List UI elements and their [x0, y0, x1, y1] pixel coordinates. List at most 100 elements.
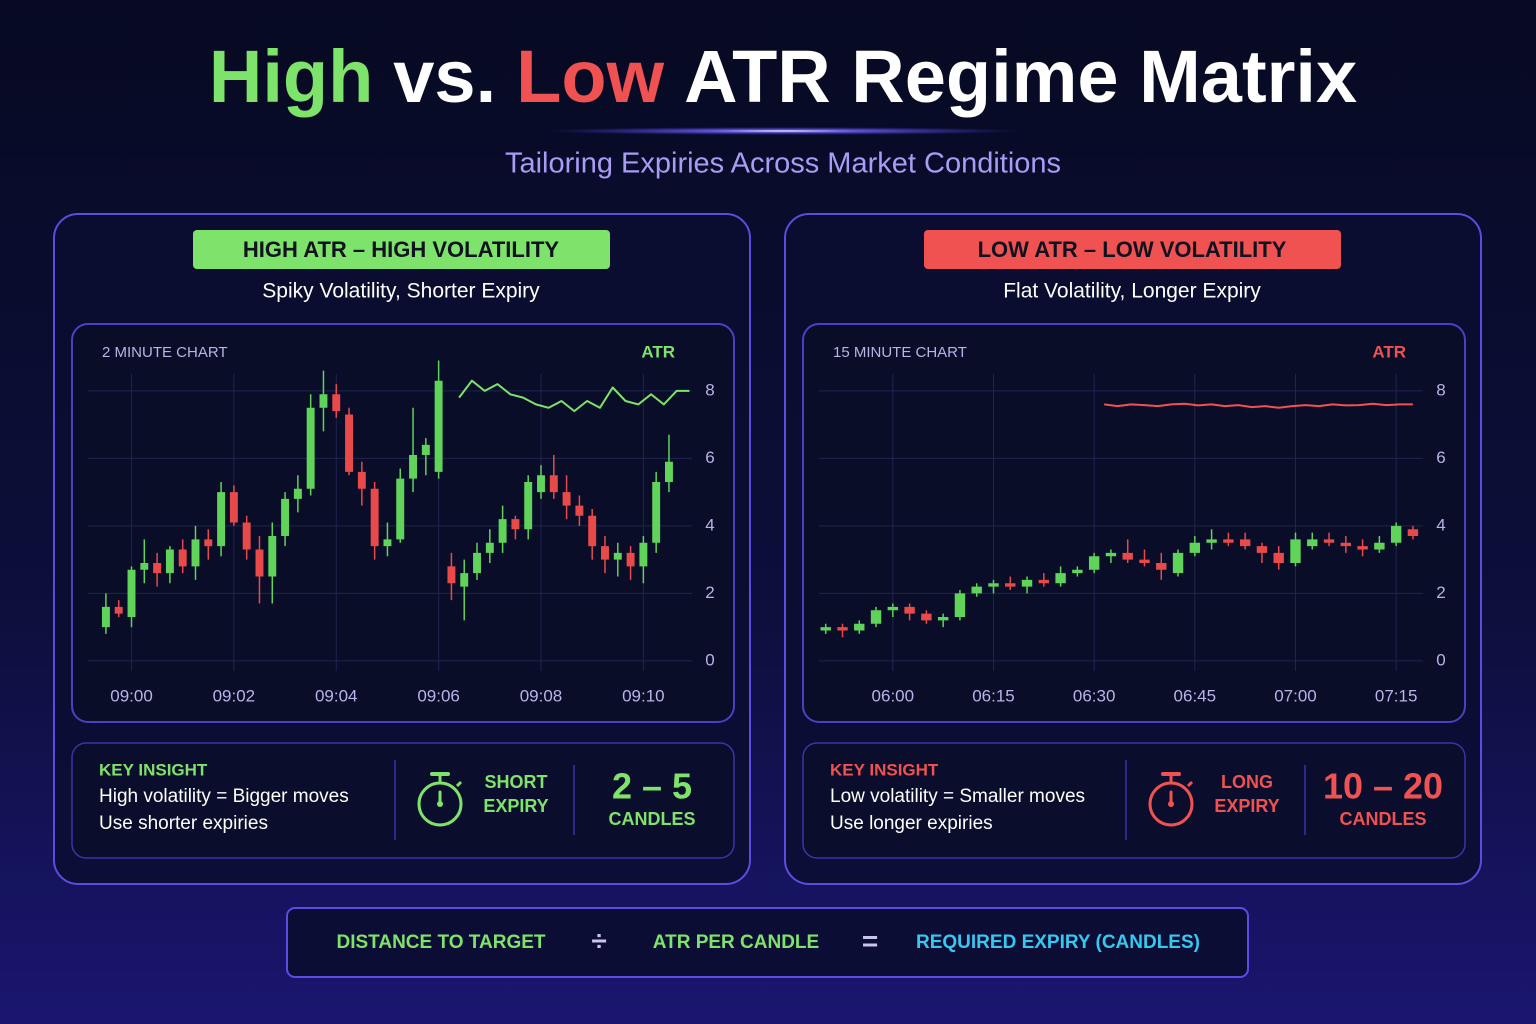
- stopwatch-icon: [455, 780, 463, 788]
- candle-body: [854, 623, 865, 631]
- x-tick-label: 07:00: [1274, 686, 1317, 705]
- expiry-range: 2 – 5: [612, 766, 692, 807]
- legend-entry: ATR: [641, 342, 675, 361]
- candle-body: [1105, 552, 1117, 557]
- candle-body: [921, 613, 932, 621]
- candle-body: [1206, 539, 1217, 543]
- candle-body: [332, 394, 341, 412]
- x-tick-label: 06:00: [872, 686, 915, 705]
- badge: [193, 230, 610, 269]
- candle-body: [1239, 539, 1251, 547]
- y-tick-label: 0: [705, 650, 714, 669]
- candle-body: [153, 563, 162, 574]
- candle-body: [281, 498, 290, 536]
- candle-body: [165, 549, 174, 574]
- stopwatch-icon: [437, 801, 443, 807]
- chart-frame: [802, 323, 1466, 723]
- candle-body: [409, 455, 418, 479]
- insight-box: [802, 742, 1466, 859]
- y-tick-label: 4: [1436, 515, 1445, 534]
- y-tick-label: 2: [1436, 583, 1445, 602]
- candle-body: [1273, 552, 1284, 563]
- stopwatch-icon: [1148, 781, 1194, 827]
- candle-body: [217, 492, 226, 547]
- title-vs: vs.: [393, 35, 496, 118]
- candle-body: [954, 593, 966, 617]
- y-tick-label: 6: [1436, 448, 1445, 467]
- candle-body: [971, 586, 982, 594]
- y-tick-label: 6: [705, 448, 714, 467]
- candle-body: [1005, 583, 1016, 587]
- candle-body: [1323, 539, 1335, 543]
- candle-body: [904, 606, 915, 614]
- candle-body: [549, 475, 558, 493]
- insight-line: Use longer expiries: [830, 813, 993, 834]
- title-rest: ATR Regime Matrix: [684, 35, 1357, 118]
- x-tick-label: 06:45: [1174, 686, 1217, 705]
- atr-line: [1104, 402, 1413, 409]
- stopwatch-icon: [417, 781, 463, 827]
- candle-body: [988, 583, 999, 587]
- candle-body: [1021, 579, 1033, 587]
- x-tick-label: 09:04: [315, 686, 358, 705]
- expiry-label: SHORT: [485, 772, 548, 792]
- badge-text: LOW ATR – LOW VOLATILITY: [978, 237, 1287, 262]
- candle-body: [562, 492, 571, 506]
- y-tick-label: 0: [1436, 650, 1445, 669]
- candle-body: [396, 478, 405, 540]
- expiry-label: LONG: [1221, 772, 1273, 792]
- panel-caption: Spiky Volatility, Shorter Expiry: [262, 280, 540, 303]
- candle-body: [652, 482, 661, 543]
- expiry-unit: CANDLES: [608, 809, 695, 829]
- candle-body: [1189, 542, 1201, 553]
- y-tick-label: 8: [705, 380, 714, 399]
- expiry-label: EXPIRY: [1214, 796, 1279, 816]
- expiry-label: EXPIRY: [483, 796, 548, 816]
- candle-body: [1407, 529, 1419, 536]
- candle-body: [447, 566, 456, 584]
- candle-body: [473, 552, 481, 574]
- candle-body: [588, 515, 597, 547]
- candle-body: [306, 407, 315, 489]
- candle-body: [1055, 573, 1066, 584]
- candle-body: [1307, 539, 1318, 547]
- formula-item: DISTANCE TO TARGET: [337, 932, 546, 953]
- candle-body: [345, 414, 354, 472]
- x-tick-label: 06:30: [1073, 686, 1116, 705]
- candle-body: [255, 549, 264, 577]
- candle-body: [601, 546, 609, 560]
- insight-label: KEY INSIGHT: [830, 760, 939, 779]
- candle-body: [204, 539, 213, 547]
- badge-text: HIGH ATR – HIGH VOLATILITY: [243, 237, 559, 262]
- x-tick-label: 09:06: [417, 686, 460, 705]
- candle-body: [229, 492, 238, 523]
- candle-body: [485, 542, 494, 553]
- candle-body: [524, 482, 533, 530]
- atr-line: [458, 379, 690, 413]
- candle-body: [1038, 579, 1050, 584]
- candle-body: [114, 606, 123, 614]
- formula-item: REQUIRED EXPIRY (CANDLES): [916, 932, 1200, 953]
- candle-body: [140, 563, 149, 570]
- candle-body: [357, 471, 366, 489]
- candle-body: [837, 627, 848, 631]
- candle-body: [1256, 546, 1268, 553]
- candle-body: [1072, 569, 1083, 574]
- y-tick-label: 4: [705, 515, 714, 534]
- candle-body: [242, 522, 251, 550]
- candle-body: [127, 569, 136, 617]
- chart-title: 15 MINUTE CHART: [833, 344, 967, 361]
- candle-body: [511, 519, 520, 530]
- y-tick-label: 2: [705, 583, 714, 602]
- candle-body: [1122, 552, 1133, 560]
- candle-body: [537, 475, 545, 493]
- candle-body: [293, 488, 302, 499]
- candle-body: [421, 444, 430, 455]
- candle-body: [626, 552, 635, 567]
- expiry-unit: CANDLES: [1339, 809, 1426, 829]
- formula-box: [286, 907, 1249, 978]
- x-tick-label: 09:02: [213, 686, 256, 705]
- candle-body: [1088, 556, 1100, 570]
- candle-body: [639, 542, 648, 567]
